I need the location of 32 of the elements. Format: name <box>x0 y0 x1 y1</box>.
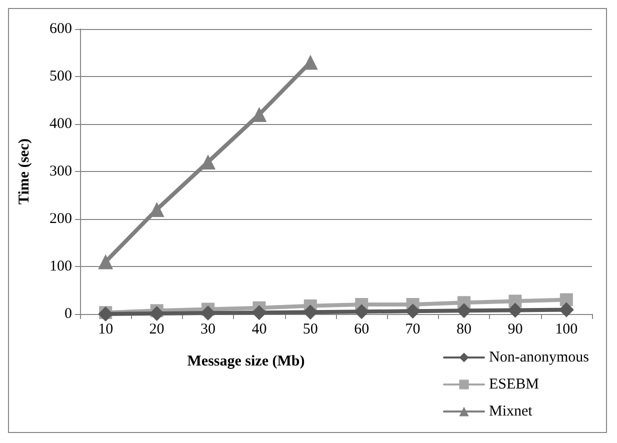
point <box>302 304 318 320</box>
point <box>200 306 216 321</box>
x-tick-label: 90 <box>508 322 523 338</box>
x-tick-label: 10 <box>98 322 114 338</box>
legend-label: Non-anonymous <box>489 350 590 366</box>
x-tick-label: 50 <box>302 322 318 338</box>
x-tick-label: 100 <box>555 322 578 338</box>
y-axis-title: Time (sec) <box>16 138 32 204</box>
x-tick-label: 40 <box>252 322 267 338</box>
legend-label: ESEBM <box>489 376 540 392</box>
x-tick-label: 80 <box>456 322 472 338</box>
point <box>508 302 523 318</box>
y-tick-label: 400 <box>50 116 72 132</box>
y-tick-label: 300 <box>50 164 72 180</box>
y-tick-label: 600 <box>50 21 72 37</box>
legend-label: Mixnet <box>489 404 534 420</box>
x-tick-label: 20 <box>149 322 164 338</box>
x-axis-title: Message size (Mb) <box>187 354 305 370</box>
y-tick-label: 100 <box>50 258 72 274</box>
y-tick-label: 0 <box>64 306 72 322</box>
point <box>98 254 114 270</box>
point <box>252 305 267 320</box>
x-tick-label: 60 <box>354 322 370 338</box>
y-tick-label: 200 <box>50 211 72 227</box>
point <box>558 302 574 318</box>
x-tick-label: 30 <box>200 322 216 338</box>
point <box>405 304 420 319</box>
x-tick-label: 70 <box>405 322 420 338</box>
point <box>456 303 472 318</box>
y-tick-label: 500 <box>50 68 72 84</box>
point <box>149 306 164 322</box>
point <box>354 304 370 320</box>
